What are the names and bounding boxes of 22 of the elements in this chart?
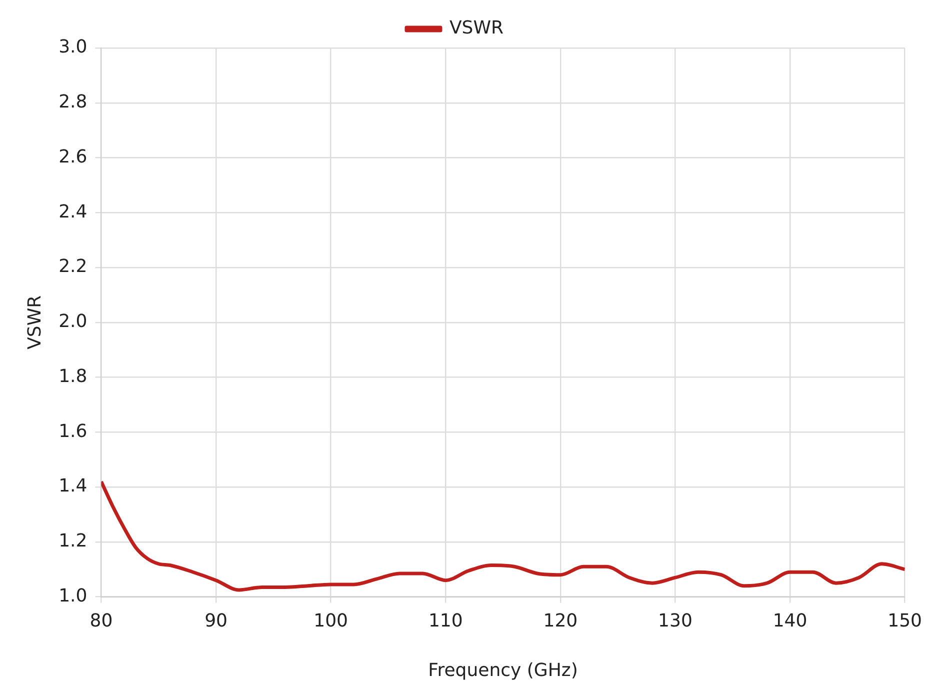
y-axis-title: VSWR bbox=[24, 295, 46, 350]
legend-label: VSWR bbox=[449, 18, 504, 39]
x-tick-label: 130 bbox=[658, 610, 692, 632]
x-tick-label: 120 bbox=[543, 610, 578, 632]
x-tick-label: 140 bbox=[772, 610, 808, 632]
y-tick-label: 2.0 bbox=[58, 311, 88, 332]
y-tick-label: 2.8 bbox=[58, 92, 88, 113]
x-axis-title: Frequency (GHz) bbox=[428, 660, 578, 681]
y-tick-label: 1.4 bbox=[58, 476, 88, 497]
x-tick-label: 150 bbox=[888, 610, 922, 632]
y-tick-label: 2.2 bbox=[58, 256, 88, 278]
y-tick-label: 2.4 bbox=[58, 201, 88, 222]
y-tick-label: 1.6 bbox=[58, 420, 88, 442]
y-tick-label: 1.2 bbox=[58, 530, 88, 552]
y-tick-label: 1.0 bbox=[58, 585, 88, 606]
y-tick-label: 1.8 bbox=[58, 366, 88, 387]
x-tick-label: 90 bbox=[204, 610, 228, 632]
x-tick-label: 80 bbox=[90, 610, 113, 632]
y-tick-label: 2.6 bbox=[58, 146, 88, 168]
x-tick-label: 100 bbox=[314, 610, 348, 632]
y-tick-label: 3.0 bbox=[58, 36, 88, 58]
x-tick-label: 110 bbox=[428, 610, 463, 632]
